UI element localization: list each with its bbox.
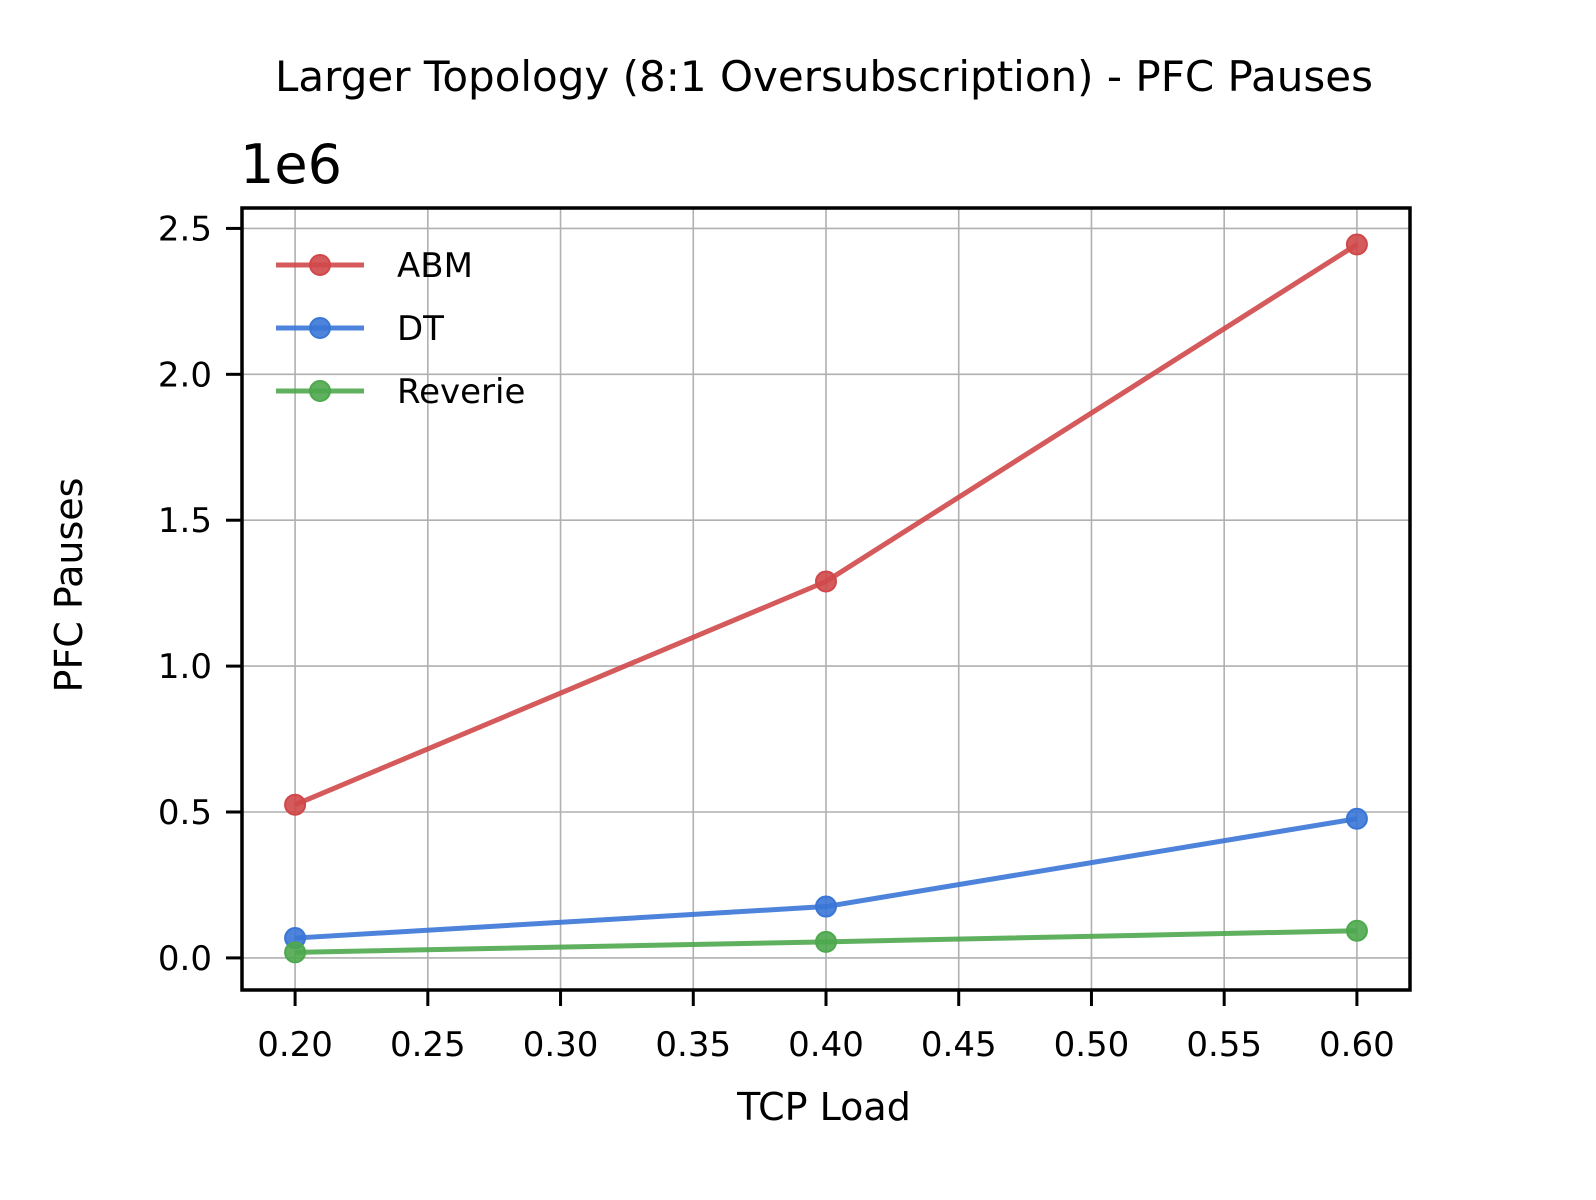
data-point-dt: [1345, 807, 1368, 830]
data-point-abm: [284, 793, 307, 816]
y-axis-label: PFC Pauses: [47, 478, 91, 693]
x-tick-label: 0.30: [523, 1025, 599, 1065]
y-tick-label: 1.0: [158, 647, 212, 687]
grid: [242, 208, 1410, 990]
legend: ABM DT Reverie: [276, 246, 525, 412]
data-point-reverie: [815, 930, 837, 953]
data-point-reverie: [284, 941, 307, 964]
axes: 0.20 0.25 0.30 0.35 0.40 0.45 0.50 0.55 0.60 0.0 0…: [158, 206, 1412, 1065]
data-point-reverie: [1345, 919, 1368, 942]
x-tick-label: 0.25: [390, 1025, 466, 1065]
x-tick-label: 0.50: [1054, 1025, 1130, 1065]
data-point-abm: [1345, 233, 1368, 256]
data-point-dt: [815, 895, 837, 918]
legend-marker-dt: [309, 317, 331, 339]
x-axis-label: TCP Load: [736, 1085, 911, 1129]
y-offset-label: 1e6: [240, 133, 342, 196]
y-tick-label: 2.0: [158, 355, 212, 395]
legend-label-abm: ABM: [397, 246, 473, 286]
series-layer: [284, 233, 1368, 964]
legend-marker-reverie: [309, 380, 331, 402]
data-point-abm: [815, 570, 837, 593]
x-tick-label: 0.45: [921, 1025, 997, 1065]
x-tick-label: 0.40: [788, 1025, 864, 1065]
y-tick-label: 0.0: [158, 939, 212, 979]
x-tick-label: 0.55: [1186, 1025, 1262, 1065]
y-tick-label: 2.5: [158, 209, 212, 249]
legend-marker-abm: [309, 254, 331, 276]
legend-label-dt: DT: [397, 309, 444, 349]
x-tick-label: 0.60: [1319, 1025, 1395, 1065]
y-tick-label: 0.5: [158, 793, 212, 833]
chart-title: Larger Topology (8:1 Oversubscription) -…: [275, 52, 1373, 101]
x-tick-label: 0.35: [655, 1025, 731, 1065]
x-tick-label: 0.20: [257, 1025, 333, 1065]
y-tick-label: 1.5: [158, 501, 212, 541]
legend-label-reverie: Reverie: [397, 372, 525, 412]
